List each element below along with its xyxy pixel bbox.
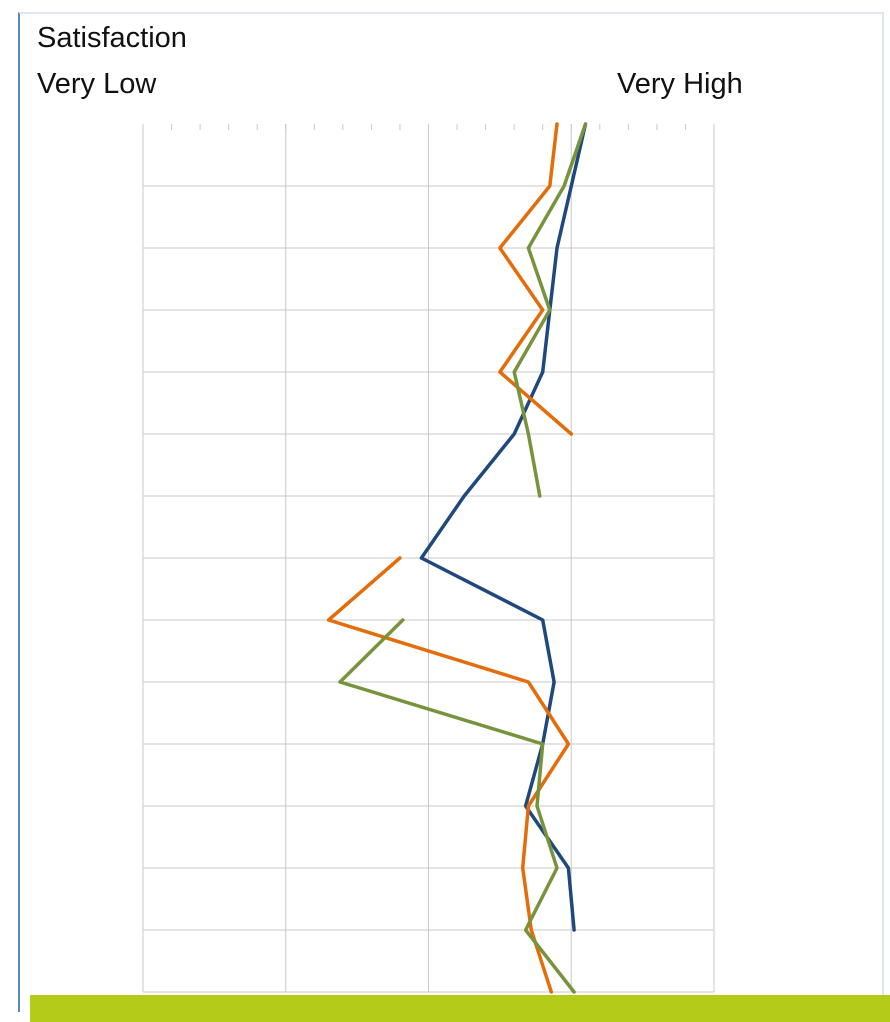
axis-high-label: Very High [617,68,743,100]
bottom-accent-bar [30,995,890,1022]
series-line-3 [512,122,588,498]
axis-low-label: Very Low [37,68,157,100]
grid [142,124,715,993]
series-line-2 [498,122,574,436]
series-lines [326,122,588,994]
chart-panel [18,12,884,1012]
chart-title: Satisfaction [37,22,187,54]
series-line-3 [338,618,576,994]
series-line-1 [419,122,588,932]
